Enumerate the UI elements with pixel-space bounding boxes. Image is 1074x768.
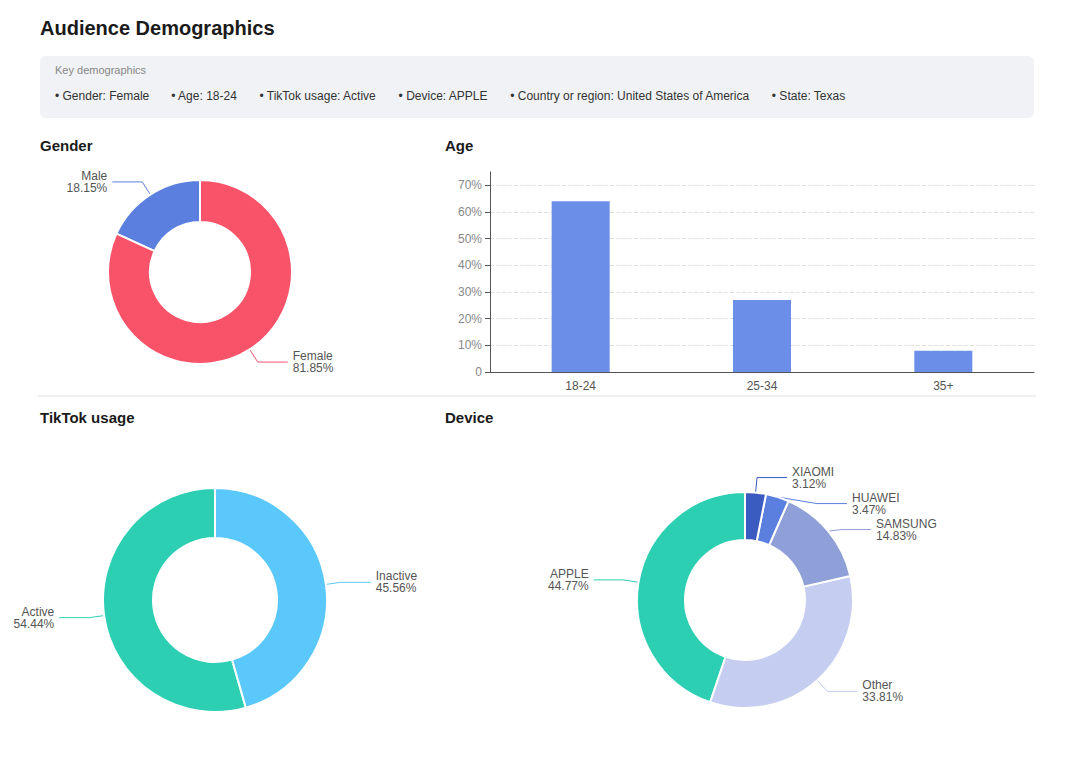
svg-text:54.44%: 54.44% bbox=[14, 617, 55, 631]
svg-text:• Country or region: United St: • Country or region: United States of Am… bbox=[510, 89, 749, 103]
svg-text:• Age: 18-24: • Age: 18-24 bbox=[171, 89, 237, 103]
svg-text:81.85%: 81.85% bbox=[293, 361, 334, 375]
svg-text:70%: 70% bbox=[458, 178, 482, 192]
svg-text:SAMSUNG: SAMSUNG bbox=[876, 516, 937, 531]
svg-text:• Gender: Female: • Gender: Female bbox=[55, 89, 150, 103]
svg-text:• TikTok usage: Active: • TikTok usage: Active bbox=[259, 89, 376, 103]
svg-text:• Device: APPLE: • Device: APPLE bbox=[399, 89, 488, 103]
svg-text:Audience Demographics: Audience Demographics bbox=[40, 17, 275, 39]
svg-text:18.15%: 18.15% bbox=[67, 181, 108, 195]
svg-text:TikTok usage: TikTok usage bbox=[40, 409, 134, 426]
svg-text:XIAOMI: XIAOMI bbox=[792, 464, 835, 479]
svg-text:30%: 30% bbox=[458, 285, 482, 299]
svg-text:14.83%: 14.83% bbox=[876, 529, 917, 543]
svg-text:Active: Active bbox=[21, 604, 55, 619]
svg-text:0: 0 bbox=[475, 365, 482, 379]
svg-text:Inactive: Inactive bbox=[375, 569, 418, 584]
svg-text:18-24: 18-24 bbox=[565, 379, 596, 393]
svg-text:APPLE: APPLE bbox=[550, 566, 589, 581]
svg-text:25-34: 25-34 bbox=[747, 379, 778, 393]
svg-text:45.56%: 45.56% bbox=[376, 581, 417, 595]
svg-text:• State: Texas: • State: Texas bbox=[772, 89, 845, 103]
svg-text:Male: Male bbox=[81, 168, 108, 183]
svg-text:Other: Other bbox=[862, 678, 893, 693]
svg-text:60%: 60% bbox=[458, 205, 482, 219]
svg-text:HUAWEI: HUAWEI bbox=[852, 490, 900, 505]
svg-text:40%: 40% bbox=[458, 258, 482, 272]
svg-text:Key demographics: Key demographics bbox=[55, 64, 147, 76]
svg-text:Female: Female bbox=[292, 349, 333, 364]
svg-text:44.77%: 44.77% bbox=[548, 579, 589, 593]
svg-text:50%: 50% bbox=[458, 232, 482, 246]
svg-text:20%: 20% bbox=[458, 312, 482, 326]
svg-text:3.47%: 3.47% bbox=[852, 503, 886, 517]
svg-text:3.12%: 3.12% bbox=[792, 477, 826, 491]
svg-text:Age: Age bbox=[445, 137, 473, 154]
svg-text:10%: 10% bbox=[458, 338, 482, 352]
svg-text:Gender: Gender bbox=[40, 137, 93, 154]
svg-text:Device: Device bbox=[445, 409, 493, 426]
svg-text:33.81%: 33.81% bbox=[862, 690, 903, 704]
svg-text:35+: 35+ bbox=[933, 379, 953, 393]
